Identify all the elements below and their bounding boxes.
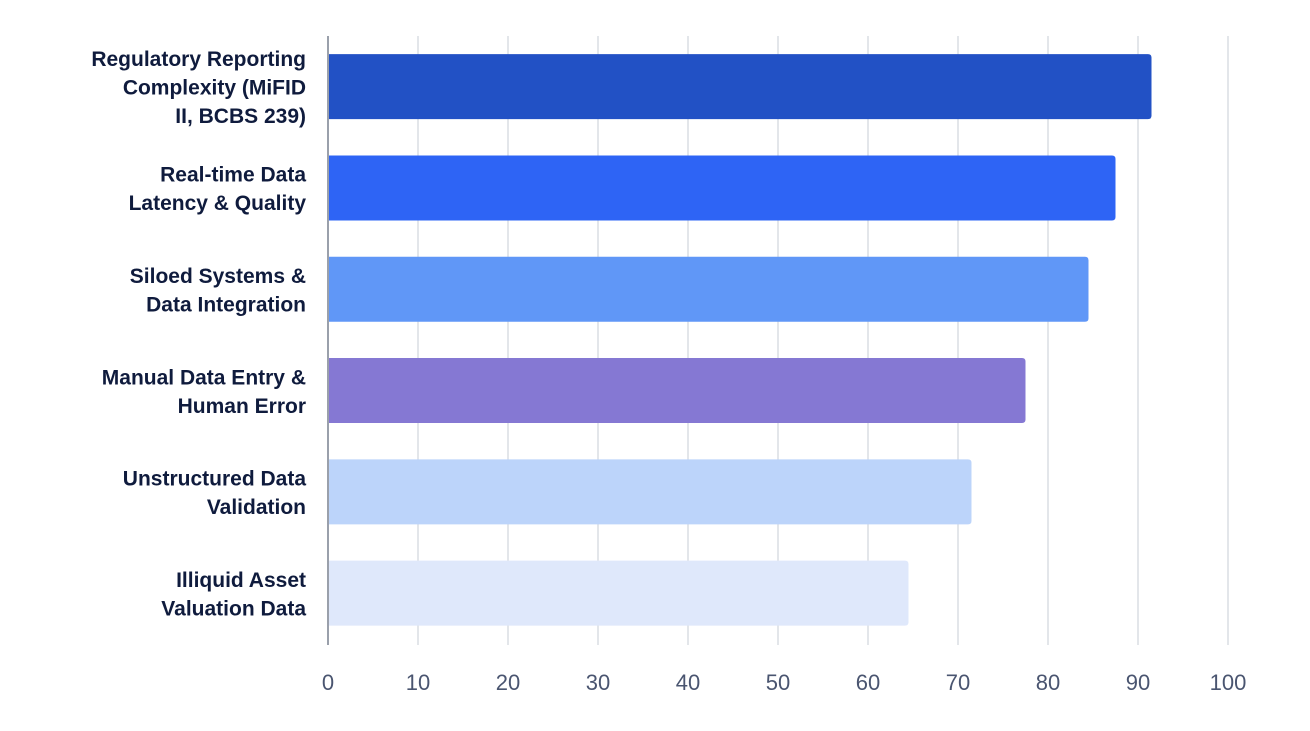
category-labels: Regulatory Reporting Complexity (MiFID II,… bbox=[91, 48, 306, 620]
category-label-6: Illiquid Asset Valuation Data bbox=[161, 569, 306, 621]
category-label-line: Siloed Systems & bbox=[130, 265, 306, 288]
bars bbox=[328, 54, 1152, 626]
category-label-line: Regulatory Reporting bbox=[91, 48, 306, 71]
x-tick-label-0: 0 bbox=[322, 670, 334, 695]
x-tick-label-100: 100 bbox=[1210, 670, 1247, 695]
x-axis-ticks: 0 10 20 30 40 50 60 70 80 90 100 bbox=[322, 670, 1246, 695]
category-label-1: Regulatory Reporting Complexity (MiFID II,… bbox=[91, 48, 306, 128]
category-label-4: Manual Data Entry & Human Error bbox=[102, 366, 306, 418]
bar-2 bbox=[328, 155, 1116, 221]
category-label-line: Unstructured Data bbox=[123, 468, 307, 491]
x-tick-label-60: 60 bbox=[856, 670, 880, 695]
category-label-line: Human Error bbox=[178, 395, 306, 418]
category-label-line: Validation bbox=[207, 496, 306, 519]
x-tick-label-80: 80 bbox=[1036, 670, 1060, 695]
bar-4 bbox=[328, 358, 1026, 424]
category-label-line: Real-time Data bbox=[160, 164, 306, 187]
category-label-line: Complexity (MiFID bbox=[123, 77, 306, 100]
category-label-2: Real-time Data Latency & Quality bbox=[129, 164, 307, 216]
category-label-5: Unstructured Data Validation bbox=[123, 468, 307, 519]
category-label-line: Data Integration bbox=[146, 294, 306, 317]
bar-3 bbox=[328, 256, 1089, 322]
x-tick-label-70: 70 bbox=[946, 670, 970, 695]
x-tick-label-50: 50 bbox=[766, 670, 790, 695]
x-tick-label-40: 40 bbox=[676, 670, 700, 695]
x-tick-label-30: 30 bbox=[586, 670, 610, 695]
category-label-line: Illiquid Asset bbox=[176, 569, 306, 592]
bar-5 bbox=[328, 459, 972, 525]
category-label-line: Manual Data Entry & bbox=[102, 366, 306, 389]
category-label-line: Valuation Data bbox=[161, 597, 306, 620]
grid-lines bbox=[417, 36, 1229, 645]
bar-6 bbox=[328, 560, 909, 626]
x-tick-label-90: 90 bbox=[1126, 670, 1150, 695]
category-label-line: Latency & Quality bbox=[129, 192, 307, 215]
category-label-3: Siloed Systems & Data Integration bbox=[130, 265, 306, 317]
category-label-line: II, BCBS 239) bbox=[175, 105, 306, 128]
x-tick-label-10: 10 bbox=[406, 670, 430, 695]
bar-1 bbox=[328, 54, 1152, 120]
x-tick-label-20: 20 bbox=[496, 670, 520, 695]
